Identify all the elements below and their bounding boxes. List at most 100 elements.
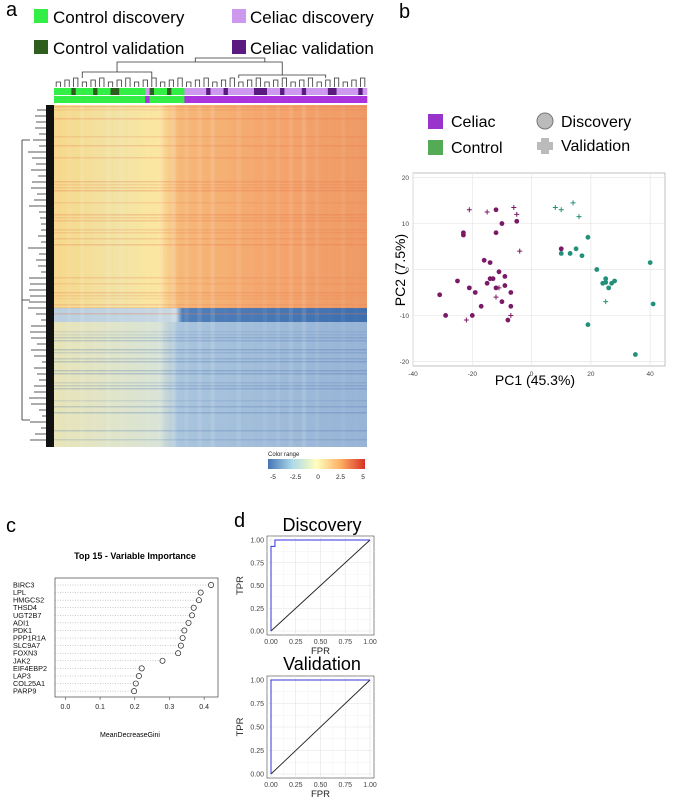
heatmap-row-texture-line — [54, 430, 367, 432]
pca-point-celiac-discovery — [493, 207, 499, 213]
annotation-cell — [110, 96, 116, 103]
heatmap-row-texture-line — [54, 292, 367, 294]
annotation-cell — [127, 88, 133, 95]
heatmap-row-texture-line — [54, 229, 367, 231]
annotation-cell — [319, 96, 324, 103]
annotation-cell — [167, 88, 172, 95]
annotation-cell — [210, 96, 216, 103]
heatmap-row-texture-line — [54, 388, 367, 390]
varimp-gene-label: ADI1 — [13, 618, 29, 627]
roc-xtick-label: 0.50 — [314, 782, 328, 789]
color-range-title: Color range — [268, 452, 300, 458]
annotation-cell — [180, 96, 185, 103]
color-range-tick: 2.5 — [336, 474, 345, 481]
pca-xlabel: PC1 (45.3%) — [495, 372, 575, 388]
pca-point-control-validation — [603, 299, 609, 305]
pca-point-control-discovery — [573, 246, 579, 252]
annotation-cell — [140, 96, 146, 103]
annotation-cell — [132, 96, 137, 103]
annotation-cell — [349, 88, 355, 95]
heatmap-row-texture-line — [54, 313, 367, 315]
annotation-cell — [80, 96, 85, 103]
pca-point-celiac-discovery — [502, 273, 508, 279]
varimp-gene-label: SLC9A7 — [13, 641, 40, 650]
varimp-point — [175, 650, 182, 657]
pca-legend-validation-icon — [537, 138, 553, 154]
varimp-point — [181, 627, 188, 634]
annotation-cell — [136, 96, 142, 103]
annotation-cell — [253, 88, 259, 95]
heatmap-group-legend: Control discovery Celiac discovery Contr… — [34, 8, 374, 58]
varimp-gene-label: COL25A1 — [13, 679, 45, 688]
varimp-frame — [54, 577, 219, 698]
pca-legend-celiac-swatch — [428, 114, 443, 129]
legend-label-control-discovery: Control discovery — [53, 8, 185, 27]
panel-label-c: c — [6, 515, 16, 537]
color-range-bar — [268, 459, 365, 469]
heatmap-column-texture — [197, 105, 202, 447]
column-dendrogram — [55, 57, 366, 87]
roc-ytick-label: 1.00 — [250, 678, 264, 685]
annotation-cell — [88, 88, 94, 95]
heatmap-row-texture-line — [54, 334, 367, 336]
annotation-cell — [332, 88, 337, 95]
varimp-gene-label: EIF4EBP2 — [13, 664, 47, 673]
annotation-cell — [145, 96, 150, 103]
heatmap-row-texture-line — [54, 214, 367, 216]
heatmap-column-texture — [288, 105, 294, 447]
pca-point-celiac-discovery — [505, 317, 511, 323]
annotation-cell — [310, 88, 316, 95]
varimp-gene-label: LPL — [13, 588, 26, 597]
panel-label-d: d — [234, 510, 245, 532]
pca-legend-control-label: Control — [451, 140, 503, 157]
heatmap-lower-block — [54, 322, 367, 447]
varimp-gene-label: BIRC3 — [13, 581, 35, 590]
legend-label-celiac-discovery: Celiac discovery — [250, 8, 374, 27]
varimp-gene-label: THSD4 — [13, 603, 37, 612]
heatmap-row-texture-line — [54, 244, 367, 246]
heatmap-row-texture-line — [54, 412, 367, 414]
pca-point-celiac-discovery — [478, 303, 484, 309]
annotation-cell — [284, 96, 290, 103]
heatmap-row-texture-line — [54, 295, 367, 297]
annotation-cell — [193, 96, 198, 103]
varimp-point — [138, 665, 145, 672]
annotation-cell — [219, 96, 224, 103]
pca-point-celiac-discovery — [469, 313, 475, 318]
annotation-cell — [206, 96, 211, 103]
roc-ytick-label: 0.50 — [250, 725, 264, 732]
annotation-cell — [362, 88, 368, 95]
annotation-cell — [206, 88, 211, 95]
annotation-cell — [258, 96, 263, 103]
pca-plot: -40 -20 0 20 40 -20 -10 0 10 20 PC1 (45.3%) PC2 (… — [392, 172, 666, 388]
annotation-cell — [327, 88, 333, 95]
varimp-point — [185, 619, 192, 626]
annotation-cell — [267, 96, 272, 103]
annotation-cell — [293, 88, 298, 95]
annotation-cell — [353, 88, 359, 95]
annotation-cell — [162, 96, 168, 103]
annotation-cell — [58, 88, 63, 95]
varimp-gene-label: JAK2 — [13, 656, 30, 665]
heatmap-row-texture-line — [54, 373, 367, 375]
annotation-cell — [97, 88, 103, 95]
row-dendrogram-leaves — [46, 105, 54, 447]
annotation-cell — [175, 96, 181, 103]
pca-point-celiac-discovery — [499, 221, 505, 226]
annotation-cell — [114, 88, 120, 95]
pca-point-celiac-discovery — [484, 280, 490, 286]
annotation-cell — [119, 96, 124, 103]
row-dendrogram-branches — [21, 109, 46, 441]
varimp-point — [131, 688, 138, 695]
roc-discovery-plot: 0.000.00 0.25 0.25 0.50 0.50 0.75 0.75 1.00 1.00… — [235, 535, 377, 657]
annotation-cell — [310, 96, 316, 103]
annotation-cell — [232, 96, 237, 103]
heatmap-row-texture-line — [54, 106, 367, 108]
annotation-cell — [358, 96, 363, 103]
pca-point-celiac-validation — [517, 248, 523, 254]
annotation-cell — [236, 96, 242, 103]
varimp-xtick-label: 0.0 — [61, 704, 71, 711]
annotation-cell — [262, 96, 268, 103]
annotation-cell — [201, 88, 207, 95]
varimp-point — [189, 612, 195, 619]
